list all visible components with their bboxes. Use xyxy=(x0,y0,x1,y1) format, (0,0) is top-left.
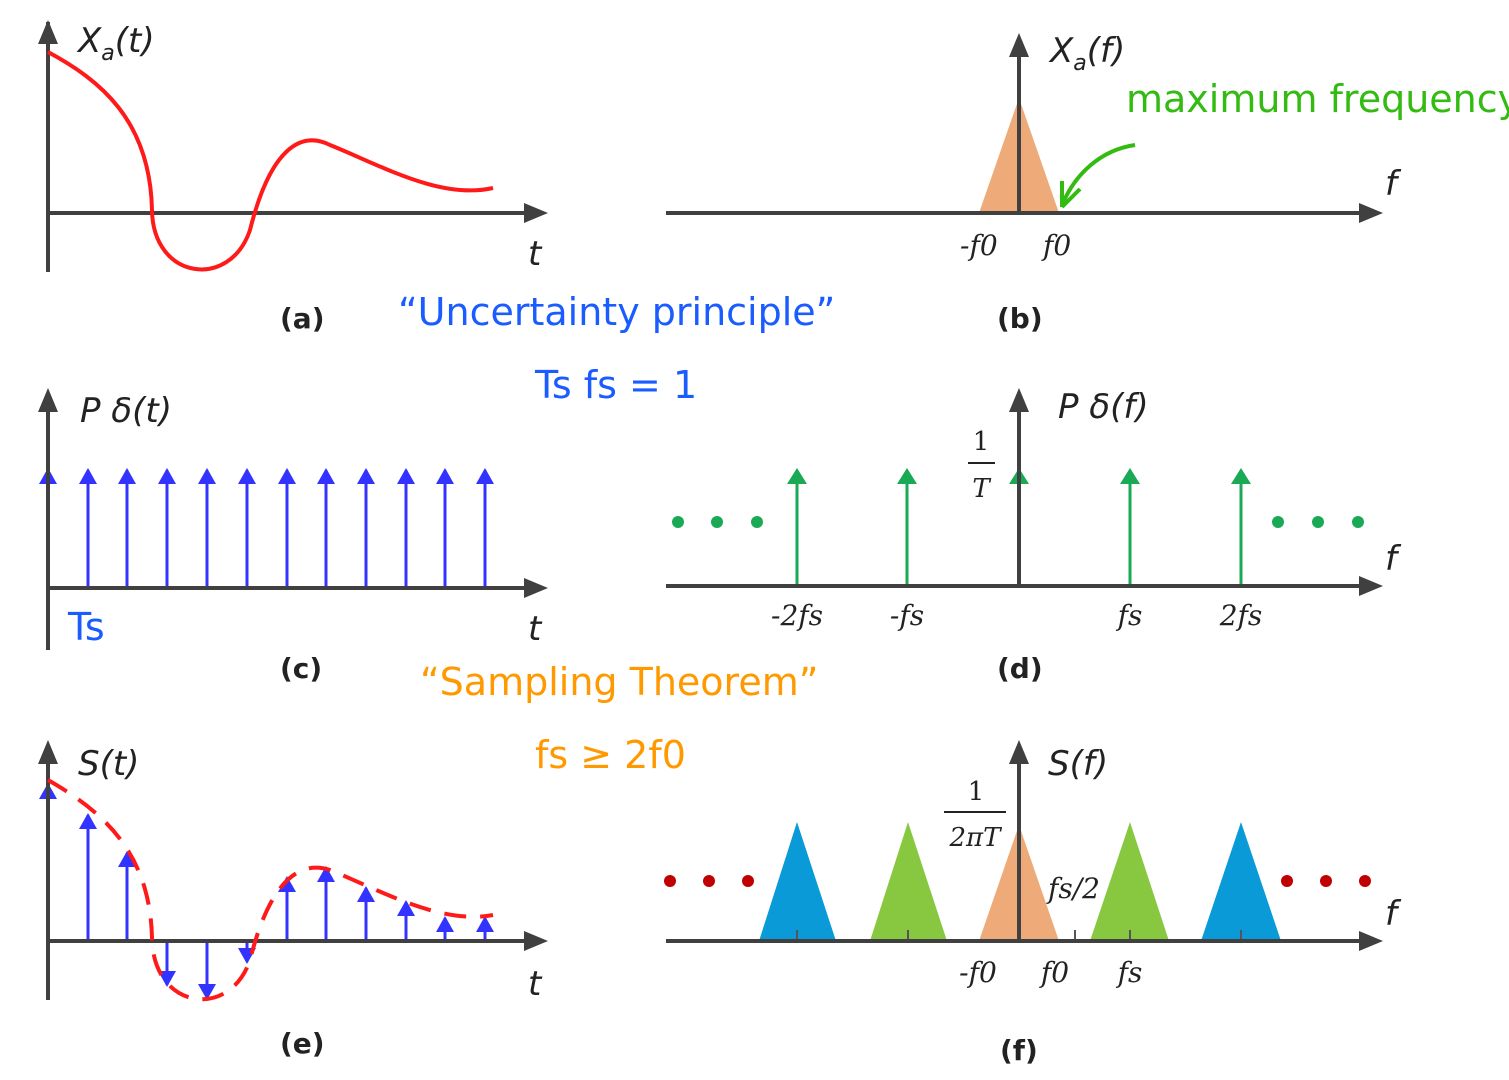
panel-d: 1 T P δ(f) f -2fs -fs fs 2fs (d) xyxy=(666,387,1402,685)
x-label: t xyxy=(528,609,543,649)
arrow-icon xyxy=(38,388,58,412)
tick-neg-f0: -f0 xyxy=(960,229,998,262)
max-frequency-note: maximum frequency xyxy=(1126,77,1509,121)
tick-f0: f0 xyxy=(1041,229,1071,262)
caption-c: (c) xyxy=(280,652,322,685)
arrow-icon xyxy=(1060,181,1082,209)
caption-a: (a) xyxy=(280,302,325,335)
caption-f: (f) xyxy=(1000,1034,1038,1067)
x-label: t xyxy=(528,964,543,1004)
amplitude-numerator: 1 xyxy=(973,427,990,457)
ellipsis-dots xyxy=(664,875,1371,887)
x-label: f xyxy=(1385,894,1402,934)
arrow-icon xyxy=(1009,740,1029,764)
tick-fs: fs xyxy=(1116,956,1143,989)
x-label: f xyxy=(1385,539,1402,579)
replica-spectrum xyxy=(870,822,947,941)
tick-neg-f0: -f0 xyxy=(959,956,997,989)
signal-curve xyxy=(47,50,494,272)
replica-spectrum xyxy=(1201,822,1281,941)
arrow-icon xyxy=(1009,33,1029,57)
caption-d: (d) xyxy=(997,652,1043,685)
replica-spectrum xyxy=(1090,822,1169,941)
uncertainty-note: “Uncertainty principle” xyxy=(398,290,835,334)
y-label: S(t) xyxy=(78,744,139,784)
sampled-impulses xyxy=(39,783,494,1000)
amplitude-denominator: 2πT xyxy=(949,823,1003,853)
uncertainty-equation: Ts fs = 1 xyxy=(534,363,697,407)
tick-neg-fs: -fs xyxy=(890,599,924,632)
envelope-curve xyxy=(47,778,494,1002)
caption-e: (e) xyxy=(280,1027,325,1060)
tick-2fs: 2fs xyxy=(1219,599,1263,632)
panel-e: S(t) t (e) xyxy=(38,740,548,1060)
tick-f0: f0 xyxy=(1039,956,1069,989)
arrow-icon xyxy=(524,203,548,223)
period-label: Ts xyxy=(67,605,105,649)
tick-fs: fs xyxy=(1116,599,1143,632)
impulse-train xyxy=(39,468,494,588)
panel-f: 1 2πT S(f) f fs/2 -f0 f0 fs (f) xyxy=(664,740,1402,1067)
y-label: S(f) xyxy=(1048,744,1108,784)
y-label: P δ(f) xyxy=(1058,387,1149,427)
note-arrow xyxy=(1061,143,1136,204)
arrow-icon xyxy=(1359,931,1383,951)
arrow-icon xyxy=(1009,388,1029,412)
y-label: P δ(t) xyxy=(80,391,172,431)
amplitude-denominator: T xyxy=(972,474,991,504)
panel-c: P δ(t) t Ts (c) xyxy=(38,388,548,685)
caption-b: (b) xyxy=(997,302,1043,335)
ellipsis-dots xyxy=(672,516,1364,528)
arrow-icon xyxy=(38,20,58,44)
panel-a: Xa(t) t (a) xyxy=(38,20,548,335)
arrow-icon xyxy=(38,740,58,764)
arrow-icon xyxy=(524,578,548,598)
x-label: f xyxy=(1385,164,1402,204)
amplitude-numerator: 1 xyxy=(968,777,985,807)
replica-spectrum xyxy=(759,822,836,941)
sampling-theorem-note: “Sampling Theorem” xyxy=(420,660,818,704)
sampling-equation: fs ≥ 2f0 xyxy=(535,733,686,777)
y-label: Xa(t) xyxy=(76,21,155,66)
panel-b: Xa(f) f -f0 f0 (b) maximum frequency xyxy=(666,31,1509,335)
arrow-icon xyxy=(1359,576,1383,596)
x-label: t xyxy=(528,234,543,274)
half-sampling-label: fs/2 xyxy=(1046,872,1100,905)
arrow-icon xyxy=(524,931,548,951)
tick-neg-2fs: -2fs xyxy=(771,599,823,632)
y-label: Xa(f) xyxy=(1048,31,1125,76)
arrow-icon xyxy=(1359,203,1383,223)
